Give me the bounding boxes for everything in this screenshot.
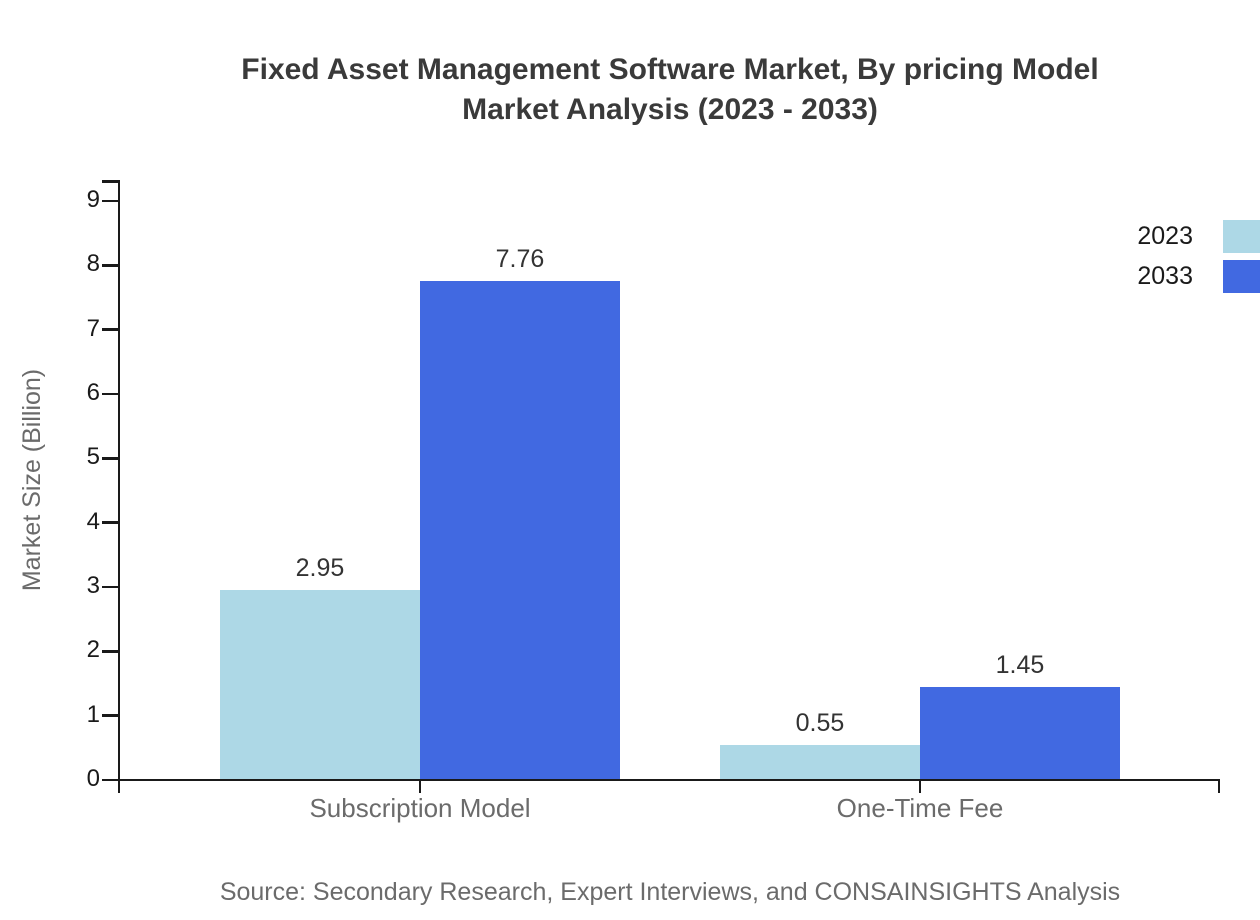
bar-2033-subscription-model: [420, 280, 620, 780]
y-tick-label: 4: [86, 507, 100, 535]
y-tick-label: 9: [86, 186, 100, 214]
y-tick-line: [101, 264, 118, 267]
y-tick-label: 8: [86, 250, 100, 278]
x-category-label: One-Time Fee: [836, 793, 1004, 823]
y-tick-line: [101, 521, 118, 524]
value-label: 0.55: [795, 708, 845, 737]
y-axis-line: [117, 180, 120, 780]
y-tick-label: 7: [86, 314, 100, 342]
x-tick-line: [918, 780, 922, 793]
y-tick-line: [101, 714, 118, 717]
y-tick-label: 1: [86, 700, 100, 728]
value-label: 1.45: [995, 650, 1045, 679]
bar-2023-subscription-model: [220, 590, 420, 780]
y-tick-line: [101, 650, 118, 653]
legend-item-2033: 2033: [1137, 260, 1260, 293]
y-tick-line: [101, 457, 118, 460]
y-tick-label: 6: [86, 379, 100, 407]
chart-title-line2: Market Analysis (2023 - 2033): [462, 93, 878, 126]
y-tick-label: 2: [86, 636, 100, 664]
y-tick-line: [101, 199, 118, 203]
chart-title: Fixed Asset Management Software Market, …: [120, 50, 1220, 130]
x-category-label: Subscription Model: [309, 793, 531, 823]
chart-title-line1: Fixed Asset Management Software Market, …: [241, 53, 1099, 86]
legend-label: 2033: [1137, 262, 1193, 290]
y-tick-label: 3: [86, 572, 100, 599]
legend-label: 2023: [1137, 222, 1193, 250]
x-axis-line: [120, 778, 1220, 782]
x-axis-start-cap: [117, 780, 120, 793]
y-tick-label: 5: [86, 443, 100, 471]
y-tick-line: [101, 585, 118, 589]
bar-2023-one-time-fee: [720, 744, 920, 780]
y-tick-line: [101, 778, 118, 782]
legend-swatch: [1223, 220, 1260, 253]
value-label: 7.76: [495, 244, 545, 273]
legend: 2023 2033: [1137, 220, 1260, 293]
y-tick-line: [101, 392, 118, 396]
x-tick-line: [418, 780, 422, 793]
y-axis-end-cap: [101, 180, 118, 183]
x-axis-end-cap: [1217, 780, 1220, 793]
legend-swatch: [1223, 260, 1260, 293]
source-note: Source: Secondary Research, Expert Inter…: [219, 878, 1121, 906]
bar-2033-one-time-fee: [920, 686, 1120, 780]
y-tick-label: 0: [86, 765, 100, 792]
value-label: 2.95: [295, 554, 345, 583]
y-tick-line: [101, 328, 118, 331]
legend-item-2023: 2023: [1137, 220, 1260, 253]
